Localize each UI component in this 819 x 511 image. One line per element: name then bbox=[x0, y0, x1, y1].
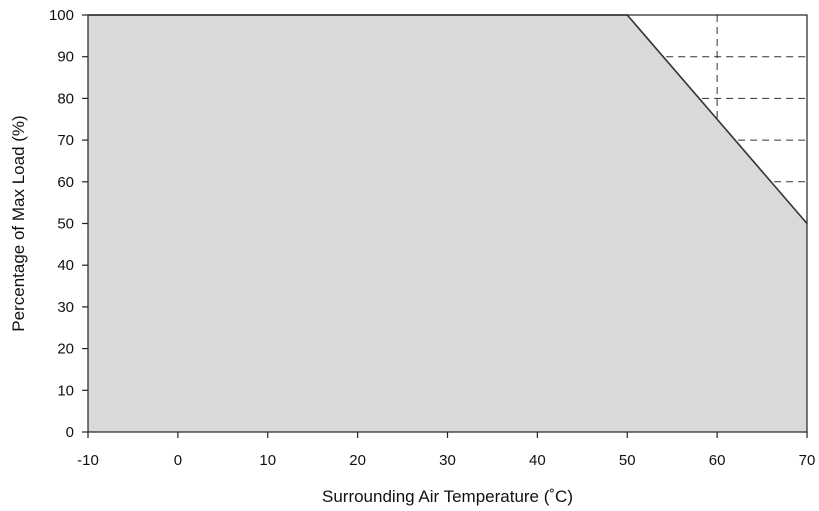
dashed-grid bbox=[666, 15, 807, 183]
y-tick-label: 90 bbox=[57, 49, 74, 66]
y-axis: 0 10 20 30 40 50 60 70 80 90 100 bbox=[49, 7, 88, 441]
y-tick-label: 20 bbox=[57, 341, 74, 358]
x-tick-label: 20 bbox=[349, 452, 366, 469]
y-tick-label: 80 bbox=[57, 90, 74, 107]
x-tick-label: 40 bbox=[529, 452, 546, 469]
x-tick-label: 50 bbox=[619, 452, 636, 469]
load-area bbox=[88, 15, 807, 432]
y-tick-label: 30 bbox=[57, 299, 74, 316]
y-tick-label: 0 bbox=[66, 424, 74, 441]
y-tick-label: 100 bbox=[49, 7, 74, 24]
x-axis-title: Surrounding Air Temperature (˚C) bbox=[322, 487, 573, 506]
x-axis: -10 0 10 20 30 40 50 60 70 bbox=[77, 432, 815, 469]
x-tick-label: -10 bbox=[77, 452, 99, 469]
x-tick-label: 60 bbox=[709, 452, 726, 469]
x-tick-label: 70 bbox=[799, 452, 816, 469]
y-tick-label: 10 bbox=[57, 382, 74, 399]
y-tick-label: 50 bbox=[57, 216, 74, 233]
x-tick-label: 10 bbox=[259, 452, 276, 469]
y-tick-label: 40 bbox=[57, 257, 74, 274]
y-tick-label: 70 bbox=[57, 132, 74, 149]
y-tick-label: 60 bbox=[57, 174, 74, 191]
y-axis-title: Percentage of Max Load (%) bbox=[9, 115, 28, 331]
x-tick-label: 0 bbox=[174, 452, 182, 469]
x-tick-label: 30 bbox=[439, 452, 456, 469]
